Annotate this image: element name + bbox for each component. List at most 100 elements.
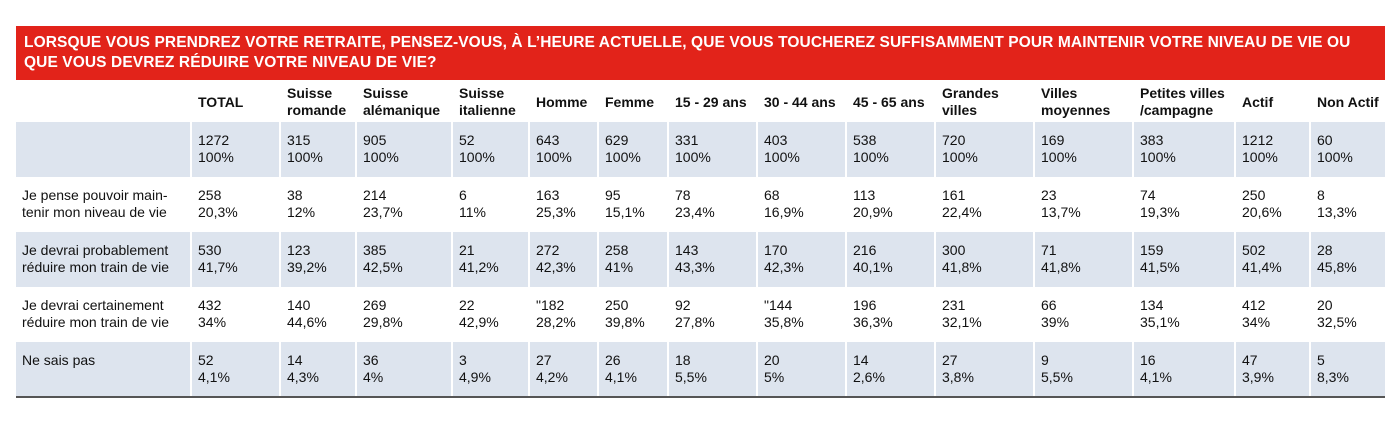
survey-question-title: LORSQUE VOUS PRENDREZ VOTRE RETRAITE, PE… — [16, 26, 1385, 80]
column-header: Suisse italienne — [451, 80, 529, 122]
data-cell: 23 13,7% — [1033, 177, 1133, 232]
cell-percent: 36,3% — [853, 314, 893, 330]
cell-count: "182 — [536, 297, 565, 313]
cell-percent: 40,1% — [853, 259, 893, 275]
cell-percent: 41,7% — [198, 259, 238, 275]
cell-percent: 2,6% — [853, 369, 885, 385]
cell-count: 38 — [287, 187, 303, 203]
data-cell: 140 44,6% — [279, 287, 356, 342]
cell-count: 9 — [1041, 352, 1049, 368]
cell-percent: 4,1% — [1140, 369, 1172, 385]
data-cell: 530 41,7% — [190, 232, 280, 287]
data-cell: 231 32,1% — [934, 287, 1034, 342]
cell-percent: 100% — [287, 149, 323, 165]
data-cell: 22 42,9% — [451, 287, 529, 342]
data-cell: 9 5,5% — [1033, 342, 1133, 398]
cell-percent: 41% — [605, 259, 634, 275]
data-cell: 26 4,1% — [597, 342, 668, 398]
data-cell: 250 39,8% — [597, 287, 668, 342]
row-label-line: réduire mon train de vie — [22, 259, 170, 275]
row-label-header — [16, 80, 191, 122]
data-cell: 432 34% — [190, 287, 280, 342]
cell-percent: 28,2% — [536, 314, 576, 330]
cell-count: 629 — [605, 132, 629, 148]
cell-percent: 20,3% — [198, 204, 238, 220]
row-label-line: Je devrai probablement — [22, 242, 169, 258]
column-header-line1: Grandes — [942, 85, 999, 101]
data-cell: 258 20,3% — [190, 177, 280, 232]
cell-percent: 8,3% — [1317, 369, 1349, 385]
data-cell: 36 4% — [355, 342, 452, 398]
data-cell: 123 39,2% — [279, 232, 356, 287]
cell-percent: 41,8% — [1041, 259, 1081, 275]
cell-percent: 4,2% — [536, 369, 568, 385]
data-cell: 250 20,6% — [1234, 177, 1310, 232]
cell-count: 23 — [1041, 187, 1057, 203]
column-header: Non Actif — [1309, 80, 1385, 122]
data-cell: 143 43,3% — [667, 232, 757, 287]
data-cell: 6 11% — [451, 177, 529, 232]
cell-percent: 12% — [287, 204, 316, 220]
cell-percent: 42,5% — [363, 259, 403, 275]
table-body: 1272 100% 315 100% 905 100% 52 100% 643 100% 629 10… — [16, 122, 1385, 398]
cell-percent: 34% — [198, 314, 227, 330]
table-row: Je devrai probablement réduire mon train … — [16, 232, 1385, 287]
column-header: Suisse romande — [279, 80, 356, 122]
data-cell: 412 34% — [1234, 287, 1310, 342]
cell-percent: 5,5% — [675, 369, 707, 385]
cell-count: 269 — [363, 297, 387, 313]
data-cell: 52 100% — [451, 122, 529, 177]
cell-count: 113 — [853, 187, 876, 203]
cell-percent: 42,3% — [536, 259, 576, 275]
data-cell: 385 42,5% — [355, 232, 452, 287]
cell-count: 36 — [363, 352, 379, 368]
cell-percent: 100% — [459, 149, 495, 165]
cell-count: 47 — [1242, 352, 1258, 368]
cell-percent: 20,6% — [1242, 204, 1282, 220]
column-header-line1: Suisse — [363, 85, 409, 101]
data-cell: 905 100% — [355, 122, 452, 177]
cell-count: 530 — [198, 242, 222, 258]
cell-percent: 100% — [1140, 149, 1176, 165]
data-cell: 21 41,2% — [451, 232, 529, 287]
cell-count: 26 — [605, 352, 621, 368]
cell-percent: 22,4% — [942, 204, 982, 220]
cell-percent: 100% — [363, 149, 399, 165]
cell-percent: 15,1% — [605, 204, 645, 220]
cell-count: 123 — [287, 242, 311, 258]
column-header-line1: Villes — [1041, 85, 1078, 101]
data-cell: 196 36,3% — [845, 287, 935, 342]
column-header-line1: Homme — [536, 93, 588, 110]
column-header-line1: Petites villes — [1140, 85, 1225, 101]
cell-count: 231 — [942, 297, 966, 313]
cell-percent: 100% — [1242, 149, 1278, 165]
cell-count: "144 — [764, 297, 793, 313]
cell-percent: 44,6% — [287, 314, 327, 330]
data-cell: 27 4,2% — [528, 342, 598, 398]
column-header-line1: Non Actif — [1317, 93, 1379, 110]
cell-percent: 3,8% — [942, 369, 974, 385]
row-label-line: Je devrai certainement — [22, 297, 164, 313]
table-row: Je pense pouvoir main-tenir mon niveau d… — [16, 177, 1385, 232]
column-header-line2: moyennes — [1041, 102, 1111, 118]
cell-percent: 32,1% — [942, 314, 982, 330]
cell-percent: 100% — [942, 149, 978, 165]
cell-count: 27 — [536, 352, 552, 368]
data-cell: 163 25,3% — [528, 177, 598, 232]
data-cell: 47 3,9% — [1234, 342, 1310, 398]
data-cell: 78 23,4% — [667, 177, 757, 232]
cell-percent: 11% — [459, 204, 486, 220]
row-label-line: tenir mon niveau de vie — [22, 204, 167, 220]
cell-count: 1212 — [1242, 132, 1274, 148]
cell-percent: 41,4% — [1242, 259, 1282, 275]
cell-count: 216 — [853, 242, 877, 258]
survey-results-table: TOTAL Suisse romande Suisse alémanique Suisse… — [16, 80, 1385, 398]
cell-percent: 27,8% — [675, 314, 715, 330]
table-row: 1272 100% 315 100% 905 100% 52 100% 643 100% 629 10… — [16, 122, 1385, 177]
cell-count: 16 — [1140, 352, 1156, 368]
data-cell: 68 16,9% — [756, 177, 846, 232]
cell-percent: 41,8% — [942, 259, 982, 275]
cell-count: 5 — [1317, 352, 1325, 368]
cell-count: 432 — [198, 297, 222, 313]
cell-percent: 100% — [853, 149, 889, 165]
